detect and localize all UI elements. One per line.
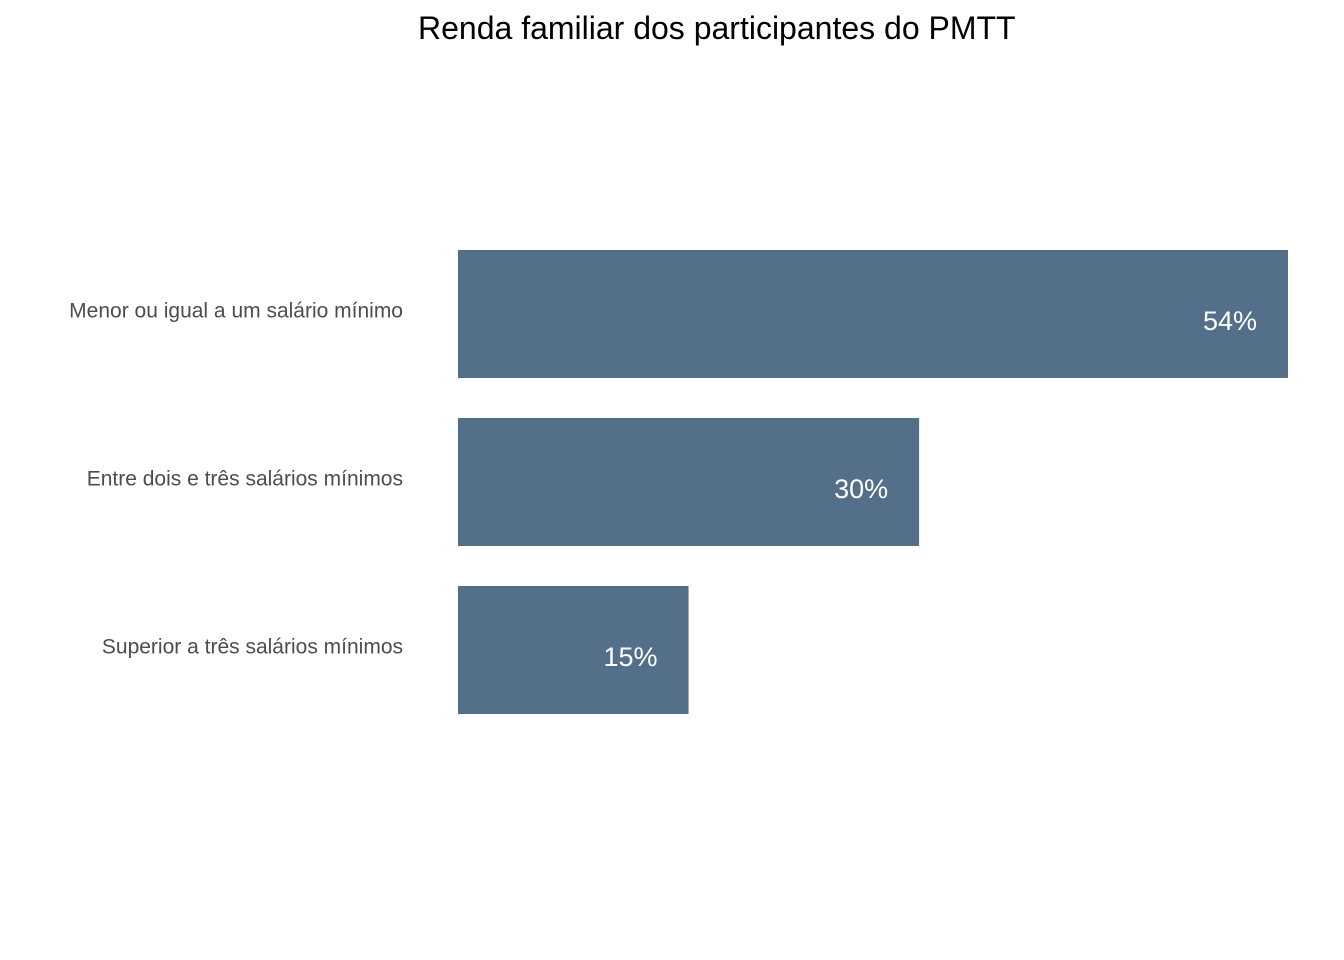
bar-2 <box>458 418 920 546</box>
value-label-1: 54% <box>1203 306 1257 336</box>
category-label-1: Menor ou igual a um salário mínimo <box>69 300 403 323</box>
chart-title: Renda familiar dos participantes do PMTT <box>418 10 1016 46</box>
category-label-3: Superior a três salários mínimos <box>102 636 403 659</box>
bar-3 <box>458 586 689 714</box>
category-label-2: Entre dois e três salários mínimos <box>87 468 403 491</box>
value-label-3: 15% <box>604 642 658 672</box>
bar-1 <box>458 250 1288 378</box>
value-label-2: 30% <box>834 474 888 504</box>
